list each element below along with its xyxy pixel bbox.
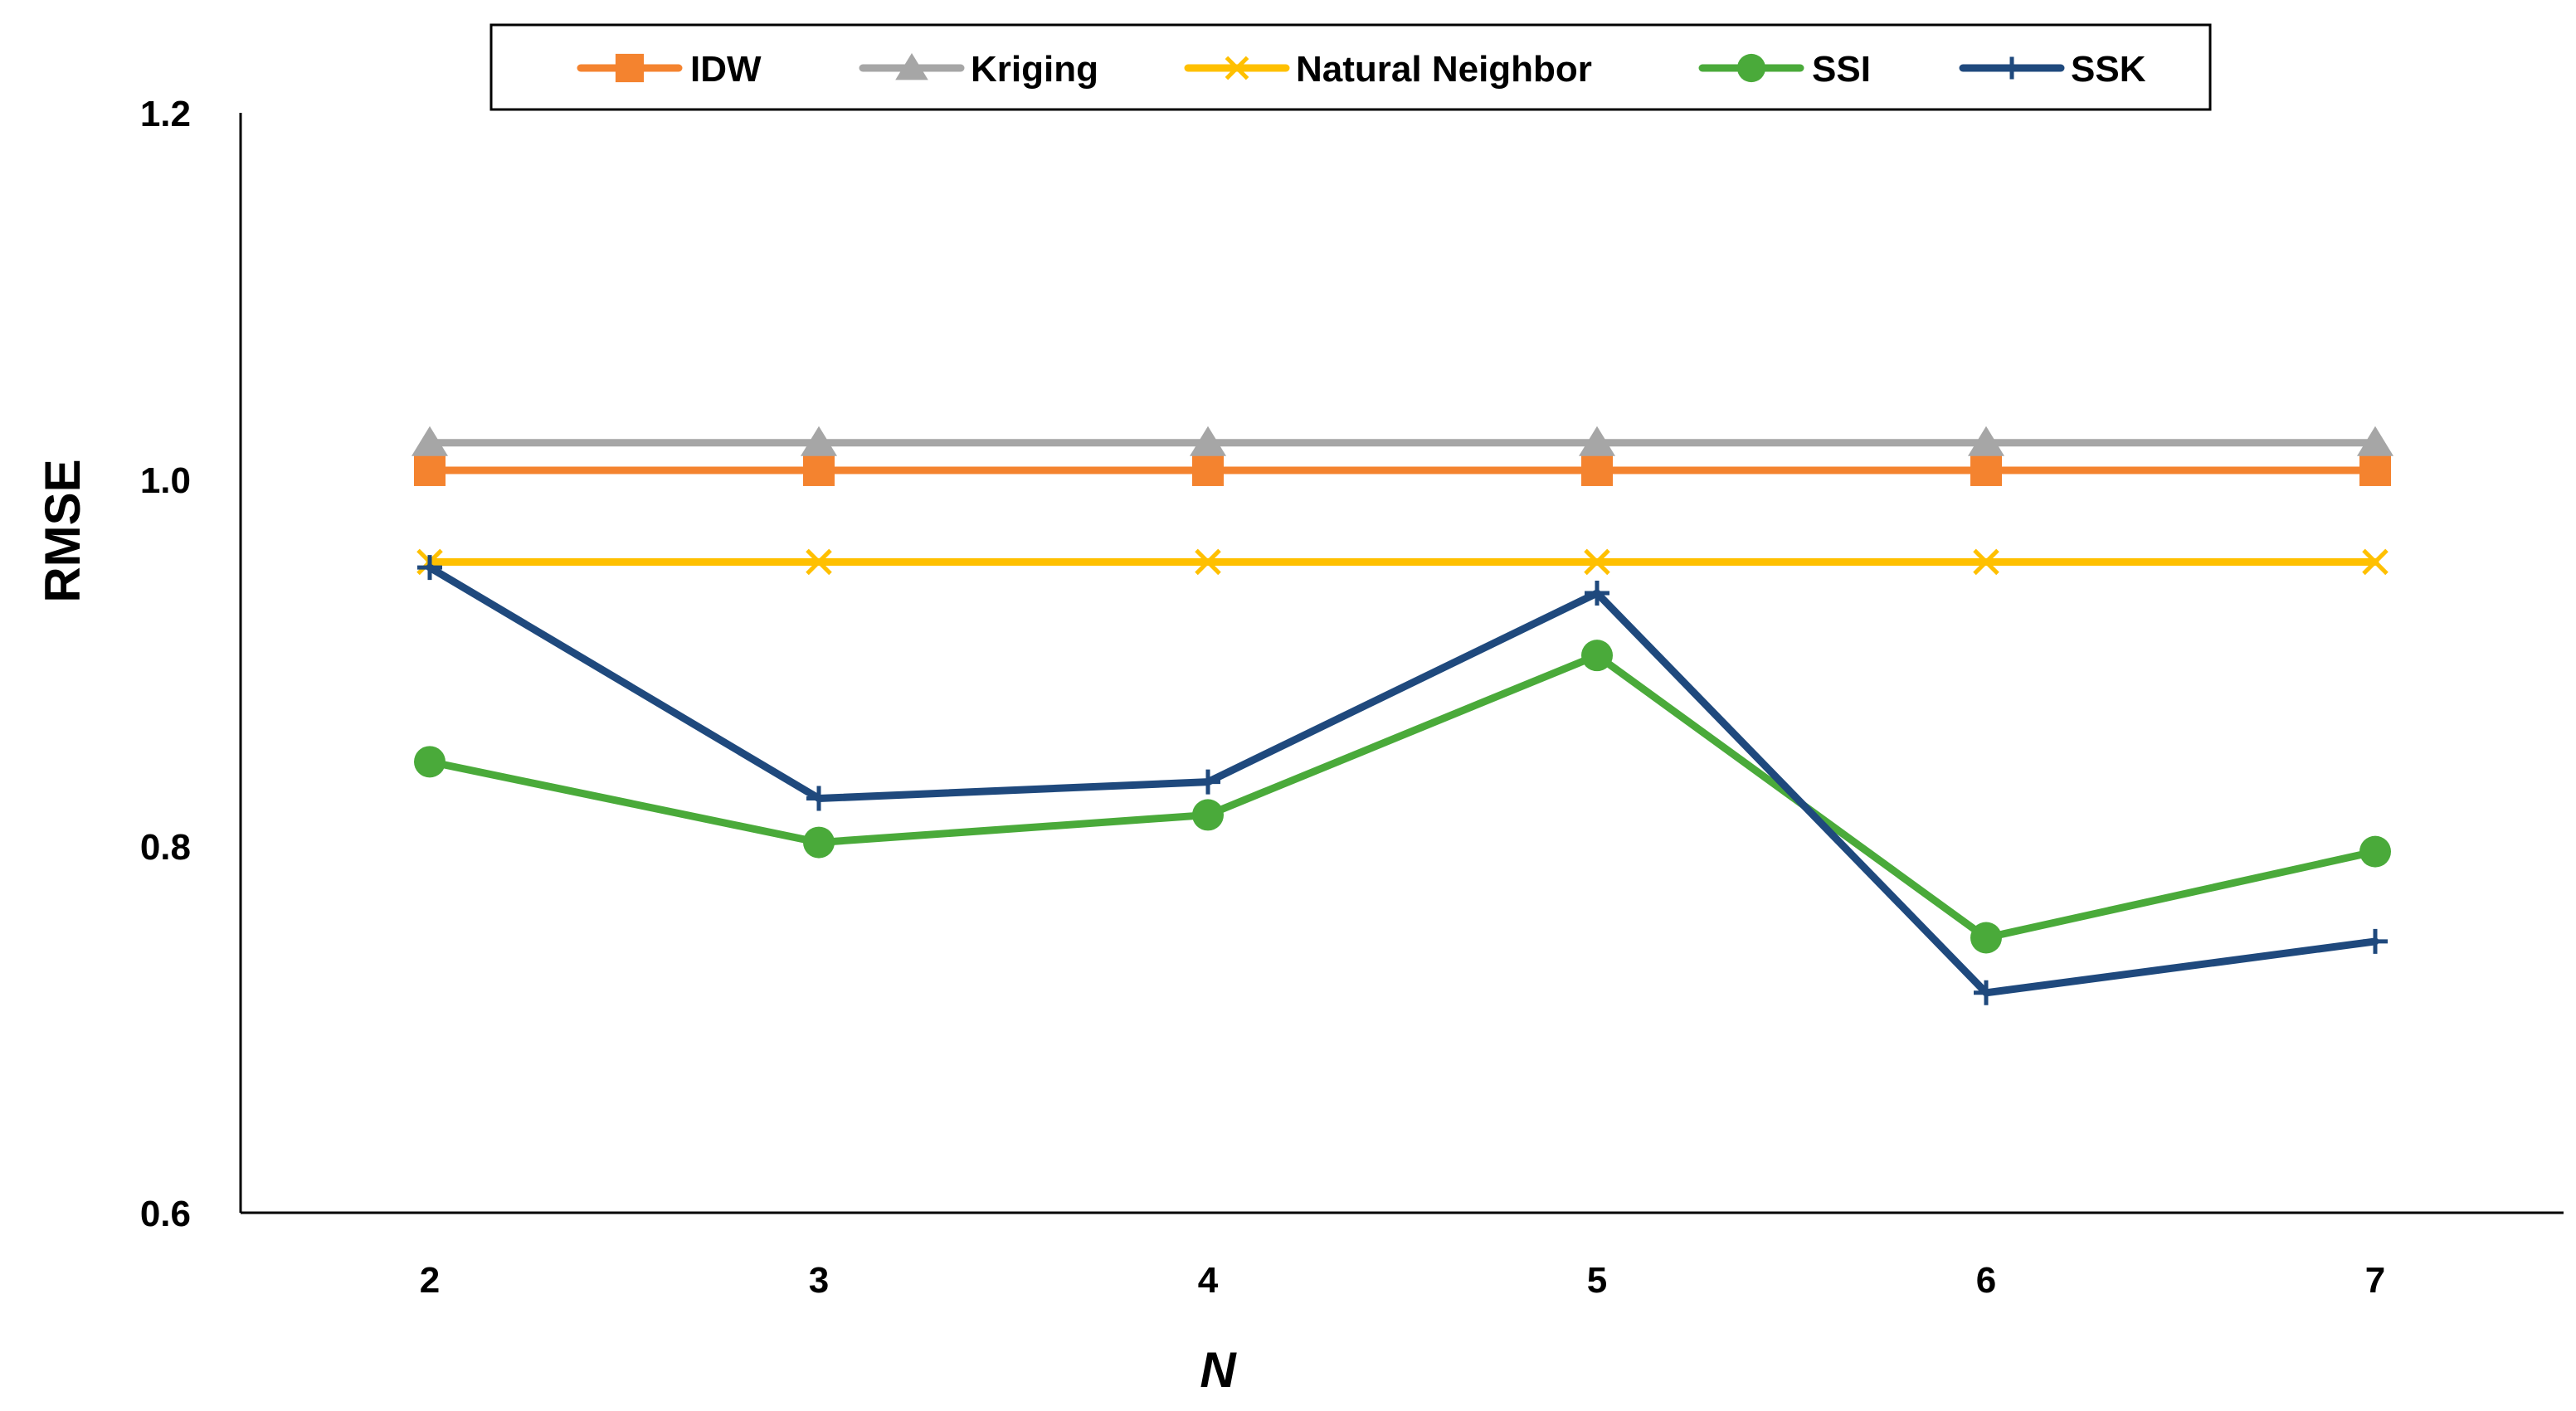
y-axis-title: RMSE <box>35 459 90 602</box>
x-tick-labels: 2 3 4 5 6 7 <box>420 1260 2385 1301</box>
data-point <box>1584 548 1610 576</box>
data-point <box>1190 426 1226 456</box>
series-ssi <box>414 640 2391 954</box>
x-tick-label: 3 <box>809 1260 829 1301</box>
series-natural-neighbor <box>416 548 2389 576</box>
y-tick-label: 1.0 <box>140 460 191 501</box>
legend-label: Natural Neighbor <box>1296 49 1592 90</box>
x-axis-title: N <box>1200 1342 1237 1398</box>
series-layer <box>411 426 2393 1005</box>
data-point <box>801 426 837 456</box>
data-point <box>2359 835 2391 868</box>
data-point <box>2359 454 2391 486</box>
data-point <box>417 555 442 581</box>
x-tick-label: 4 <box>1198 1260 1219 1301</box>
legend-marker <box>2000 56 2023 80</box>
legend-item-kriging: Kriging <box>859 49 1098 90</box>
data-point <box>1192 454 1224 486</box>
x-tick-label: 5 <box>1587 1260 1607 1301</box>
x-tick-label: 6 <box>1976 1260 1996 1301</box>
series-kriging <box>411 426 2393 456</box>
legend-label: Kriging <box>971 49 1098 90</box>
legend-item-ssk: SSK <box>1959 49 2146 90</box>
y-tick-label: 0.8 <box>140 827 191 868</box>
legend-label: SSI <box>1812 49 1871 90</box>
legend-label: IDW <box>690 49 762 90</box>
data-point <box>806 548 832 576</box>
data-point <box>1970 454 2002 486</box>
y-tick-label: 0.6 <box>140 1194 191 1234</box>
data-point <box>1973 548 1999 576</box>
data-point <box>1585 581 1609 606</box>
legend-item-natural-neighbor: Natural Neighbor <box>1184 49 1592 90</box>
data-point <box>1581 640 1613 672</box>
series-idw <box>414 454 2391 486</box>
y-tick-label: 1.2 <box>140 94 191 134</box>
series-ssk <box>417 555 2388 1005</box>
data-point <box>1974 980 1999 1005</box>
data-point <box>2362 548 2389 576</box>
legend-item-idw: IDW <box>577 49 762 90</box>
data-point <box>1968 426 2004 456</box>
data-point <box>1195 548 1221 576</box>
data-point <box>414 454 446 486</box>
data-point <box>1579 426 1615 456</box>
data-point <box>2357 426 2393 456</box>
y-tick-labels: 0.6 0.8 1.0 1.2 <box>140 94 191 1234</box>
legend-marker <box>615 53 645 83</box>
legend-item-ssi: SSI <box>1698 49 1871 90</box>
series-line <box>426 563 2379 997</box>
data-point <box>803 826 835 859</box>
x-tick-label: 2 <box>420 1260 440 1301</box>
legend-marker <box>1736 53 1766 83</box>
data-point <box>806 786 831 811</box>
data-point <box>803 454 835 486</box>
x-tick-label: 7 <box>2365 1260 2385 1301</box>
legend-frame <box>489 23 2212 111</box>
data-point <box>2363 928 2388 954</box>
legend: IDW Kriging Natural Neighbor SSI SSK <box>489 23 2212 111</box>
legend-marker <box>1225 56 1249 80</box>
data-point <box>1970 922 2002 954</box>
legend-marker <box>895 53 928 80</box>
data-point <box>414 746 446 778</box>
data-point <box>1581 454 1613 486</box>
data-point <box>411 426 448 456</box>
data-point <box>1195 769 1220 795</box>
data-point <box>1192 799 1224 831</box>
legend-label: SSK <box>2071 49 2146 90</box>
series-line <box>426 651 2379 941</box>
